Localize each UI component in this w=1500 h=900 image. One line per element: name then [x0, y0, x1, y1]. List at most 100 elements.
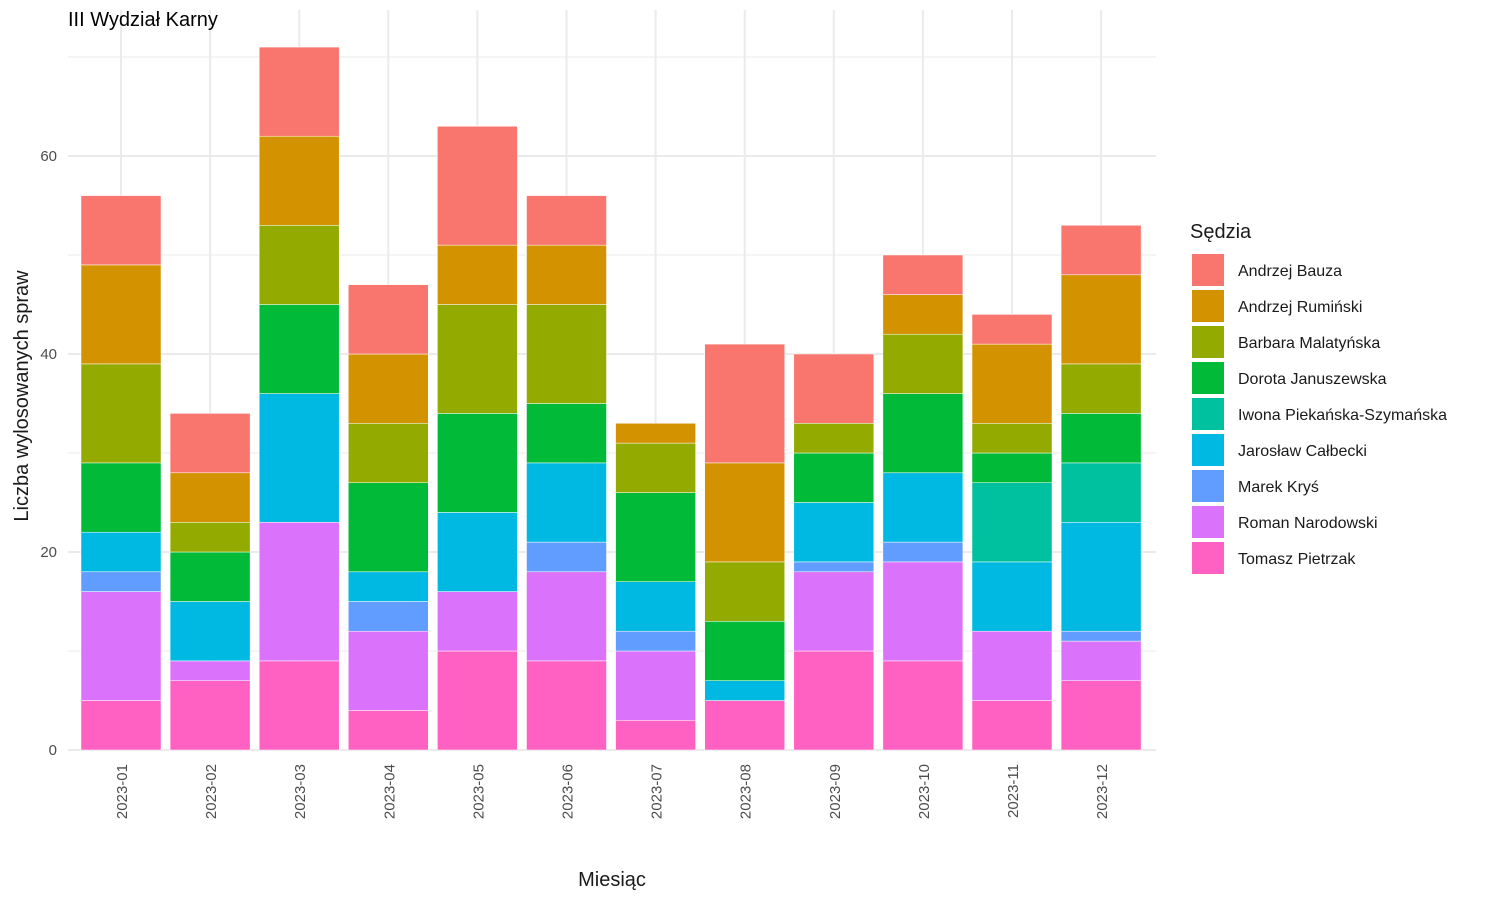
bar-segment	[615, 630, 696, 652]
y-tick-label: 60	[40, 148, 57, 165]
bar-segment	[1060, 225, 1142, 276]
legend-swatch	[1192, 362, 1224, 394]
bar-segment	[1060, 274, 1142, 365]
x-tick-label: 2023-02	[203, 764, 220, 819]
legend-swatch	[1192, 470, 1224, 502]
bar-segment	[1060, 630, 1142, 642]
x-tick-label: 2023-10	[916, 764, 933, 819]
bar-segment	[437, 413, 518, 513]
x-tick-label: 2023-12	[1094, 764, 1111, 819]
legend-label: Roman Narodowski	[1238, 515, 1378, 532]
bar-segment	[882, 254, 964, 295]
bar-segment	[971, 343, 1053, 424]
bar-segment	[704, 621, 785, 681]
bar-segment	[615, 492, 696, 582]
bar-segment	[437, 591, 518, 652]
bar-segment	[971, 452, 1053, 483]
bar-segment	[169, 472, 251, 523]
bar-segment	[258, 393, 340, 523]
bar-segment	[526, 571, 607, 662]
bar-segment	[793, 353, 875, 424]
bar-segment	[526, 304, 607, 404]
legend-label: Andrzej Rumiński	[1238, 299, 1362, 316]
legend-swatch	[1192, 506, 1224, 538]
bar-segment	[80, 700, 162, 751]
bar-segment	[80, 591, 162, 701]
bar-segment	[258, 135, 340, 226]
bar-segment	[615, 442, 696, 493]
bar-segment	[882, 333, 964, 394]
bar-segment	[882, 561, 964, 662]
legend-swatch	[1192, 434, 1224, 466]
y-axis-title: Liczba wylosowanych spraw	[11, 270, 33, 522]
bar-segment	[793, 650, 875, 751]
legend: Sędzia Andrzej Bauza Andrzej Rumiński Barb…	[1190, 221, 1447, 574]
legend-label: Barbara Malatyńska	[1238, 335, 1380, 352]
bar-segment	[258, 225, 340, 305]
bar-segment	[971, 482, 1053, 563]
legend-swatch	[1192, 290, 1224, 322]
bar-segment	[1060, 363, 1142, 414]
x-tick-label: 2023-07	[649, 764, 666, 819]
bar-segment	[1060, 413, 1142, 464]
bar-segment	[80, 195, 162, 266]
x-tick-labels: 2023-01 2023-02 2023-03 2023-04 2023-05 2023-…	[114, 764, 1111, 819]
bar-segment	[348, 630, 429, 711]
bar-segment	[971, 561, 1053, 632]
bar-segment	[971, 630, 1053, 701]
legend-swatch	[1192, 542, 1224, 574]
bar-segment	[80, 571, 162, 592]
chart-title: III Wydział Karny	[68, 9, 218, 31]
bar-segment	[526, 403, 607, 464]
bar-segment	[169, 413, 251, 474]
legend-label: Andrzej Bauza	[1238, 263, 1342, 280]
bar-segment	[704, 561, 785, 622]
legend-items: Andrzej Bauza Andrzej Rumiński Barbara Mal…	[1192, 254, 1447, 574]
bar-segment	[437, 512, 518, 592]
bar-segment	[971, 314, 1053, 345]
bar-segment	[258, 522, 340, 662]
x-axis-title: Miesiąc	[578, 869, 646, 891]
legend-title: Sędzia	[1190, 221, 1252, 243]
x-tick-label: 2023-04	[381, 764, 398, 819]
legend-swatch	[1192, 398, 1224, 430]
bar-segment	[80, 462, 162, 533]
bar-segment	[793, 452, 875, 503]
bar-segment	[882, 660, 964, 751]
bar-segment	[615, 650, 696, 721]
bar-segment	[169, 660, 251, 681]
bar-segment	[437, 650, 518, 751]
bar-segment	[437, 304, 518, 414]
bar-segment	[793, 571, 875, 652]
bar-segment	[80, 264, 162, 365]
x-tick-label: 2023-11	[1005, 764, 1022, 818]
bar-segment	[80, 531, 162, 573]
bar-segment	[526, 244, 607, 305]
bar-segment	[1060, 462, 1142, 523]
bar-segment	[348, 710, 429, 751]
x-tick-label: 2023-09	[827, 764, 844, 819]
y-tick-label: 40	[40, 346, 57, 363]
bar-segment	[258, 660, 340, 751]
bar-segment	[971, 700, 1053, 751]
bar-segment	[526, 195, 607, 246]
y-tick-label: 20	[40, 544, 57, 561]
legend-label: Tomasz Pietrzak	[1238, 551, 1356, 568]
bar-segment	[258, 46, 340, 137]
bar-segment	[526, 541, 607, 573]
bar-segment	[80, 363, 162, 464]
y-tick-label: 0	[49, 742, 57, 759]
bar-segment	[526, 462, 607, 543]
bar-segment	[348, 601, 429, 632]
bars	[80, 46, 1142, 751]
bar-segment	[793, 502, 875, 563]
x-tick-label: 2023-06	[560, 764, 577, 819]
bar-segment	[704, 680, 785, 701]
bar-segment	[793, 423, 875, 454]
x-tick-label: 2023-05	[470, 764, 487, 819]
x-tick-label: 2023-01	[114, 764, 131, 819]
bar-segment	[1060, 640, 1142, 681]
bar-segment	[882, 393, 964, 474]
bar-segment	[437, 126, 518, 246]
bar-segment	[882, 541, 964, 563]
